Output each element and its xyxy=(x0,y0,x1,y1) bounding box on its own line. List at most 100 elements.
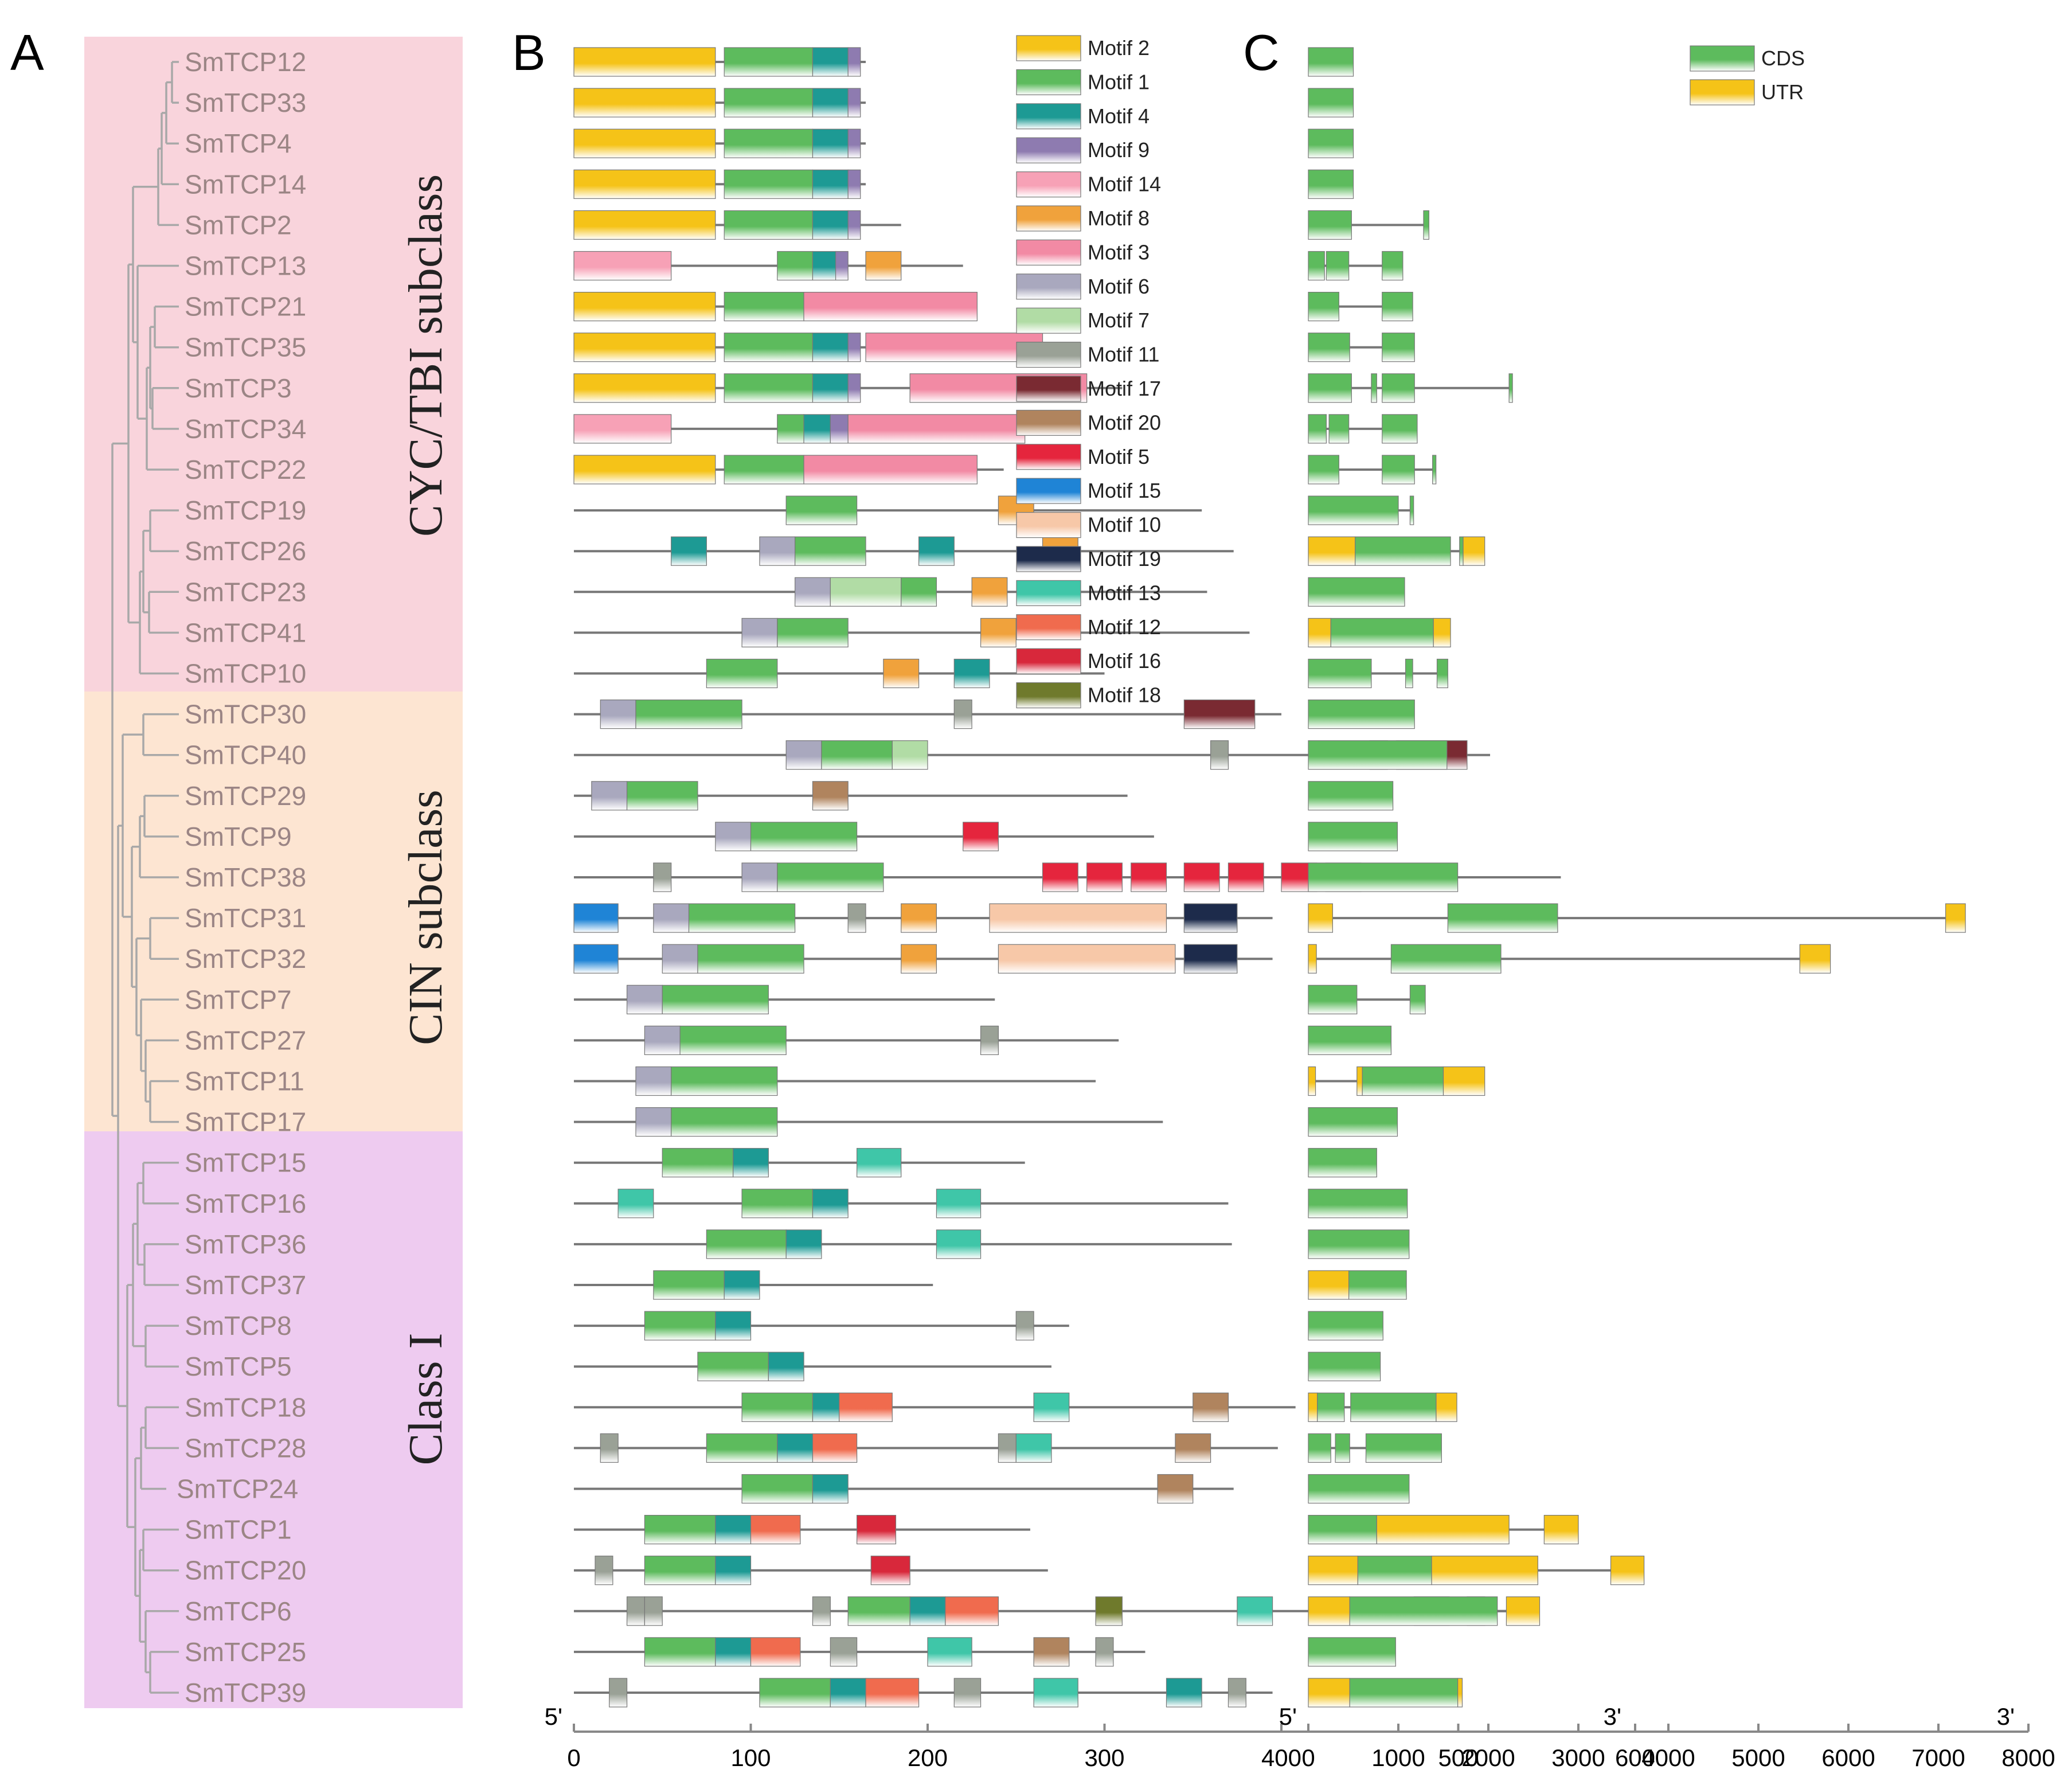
cds-box xyxy=(1348,1270,1407,1300)
motif-box xyxy=(847,169,861,199)
panel-label-c: C xyxy=(1243,24,1280,81)
motif-box xyxy=(812,1392,840,1422)
gene-label: SmTCP40 xyxy=(185,740,306,770)
motif-box xyxy=(839,1392,893,1422)
gene-label: SmTCP1 xyxy=(185,1515,292,1545)
legend-swatch xyxy=(1016,35,1081,61)
motif-panel xyxy=(573,47,1561,1708)
legend-swatch xyxy=(1016,205,1081,232)
motif-box xyxy=(741,1189,814,1218)
utr-box xyxy=(1308,1066,1316,1096)
motif-box xyxy=(830,1678,866,1708)
motif-box xyxy=(812,210,849,240)
utr-box xyxy=(1308,903,1333,933)
utr-box xyxy=(1436,1392,1457,1422)
motif-box xyxy=(715,1556,752,1585)
motif-box xyxy=(847,373,861,403)
legend-label: Motif 16 xyxy=(1088,649,1161,673)
motif-box xyxy=(830,414,849,444)
axis-tick-label: 2000 xyxy=(1461,1744,1515,1771)
motif-box xyxy=(812,333,849,362)
motif-box xyxy=(901,903,937,933)
cds-box xyxy=(1308,862,1459,892)
motif-box xyxy=(936,1189,982,1218)
motif-box xyxy=(998,944,1176,974)
gene-label: SmTCP25 xyxy=(185,1637,306,1667)
motif-box xyxy=(812,1189,849,1218)
legend-label: Motif 10 xyxy=(1088,513,1161,537)
motif-box xyxy=(706,658,778,689)
motif-box xyxy=(573,128,716,158)
gene-label: SmTCP33 xyxy=(185,88,306,118)
motif-box xyxy=(706,1433,778,1463)
gene-label: SmTCP6 xyxy=(185,1596,292,1626)
gene-label: SmTCP26 xyxy=(185,536,306,566)
axis-tick-label: 1000 xyxy=(1371,1744,1425,1771)
motif-box xyxy=(724,1270,760,1300)
cds-box xyxy=(1308,1311,1383,1341)
motif-box xyxy=(980,618,1017,648)
motif-box xyxy=(724,210,814,240)
motif-box xyxy=(591,781,628,811)
motif-box xyxy=(812,1474,849,1504)
motif-box xyxy=(609,1678,628,1708)
motif-box xyxy=(1227,862,1264,892)
motif-box xyxy=(945,1596,999,1626)
legend-swatch xyxy=(1016,239,1081,265)
motif-box xyxy=(1095,1637,1114,1667)
legend-label: Motif 6 xyxy=(1088,275,1150,298)
axis-end-label: 3' xyxy=(1997,1703,2015,1730)
cds-box xyxy=(1317,1392,1345,1422)
legend-label: Motif 9 xyxy=(1088,138,1150,162)
motif-box xyxy=(803,292,978,322)
motif-box xyxy=(1183,862,1220,892)
motif-box xyxy=(812,88,849,118)
axis-tick-label: 500 xyxy=(1438,1744,1478,1771)
motif-box xyxy=(600,1433,619,1463)
cds-box xyxy=(1308,1433,1331,1463)
legend-label: Motif 1 xyxy=(1088,70,1150,93)
motif-box xyxy=(573,210,716,240)
cds-box xyxy=(1382,251,1404,281)
motif-box xyxy=(918,536,955,566)
motif-box xyxy=(644,1596,663,1626)
legend-swatch xyxy=(1016,444,1081,470)
utr-box xyxy=(1457,1678,1463,1708)
gene-label: SmTCP41 xyxy=(185,618,306,647)
legend-label: Motif 4 xyxy=(1088,104,1150,128)
motif-box xyxy=(626,1596,646,1626)
motif-box xyxy=(936,1229,982,1259)
motif-box xyxy=(998,1433,1017,1463)
motif-box xyxy=(847,128,861,158)
gene-name-list: SmTCP12 SmTCP33 SmTCP4 SmTCP14 SmTCP2 SmTCP13… xyxy=(177,47,306,1708)
motif-box xyxy=(870,1556,910,1585)
gene-label: SmTCP24 xyxy=(177,1474,298,1504)
cds-box xyxy=(1308,210,1352,240)
gene-label: SmTCP8 xyxy=(185,1311,292,1341)
motif-box xyxy=(1131,862,1167,892)
cds-box xyxy=(1308,495,1399,525)
legend-swatch xyxy=(1016,478,1081,504)
cds-box xyxy=(1308,373,1352,403)
cds-box xyxy=(1382,455,1415,485)
utr-box xyxy=(1356,1066,1363,1096)
cds-box xyxy=(1349,1678,1459,1708)
utr-box xyxy=(1442,1066,1485,1096)
motif-box xyxy=(909,1596,946,1626)
legend-label: Motif 12 xyxy=(1088,615,1161,639)
motif-box xyxy=(1015,1311,1034,1341)
motif-box xyxy=(901,944,937,974)
gene-label: SmTCP22 xyxy=(185,455,306,485)
gene-label: SmTCP36 xyxy=(185,1229,306,1259)
gene-label: SmTCP7 xyxy=(185,985,292,1014)
cds-box xyxy=(1308,292,1339,322)
legend-swatch xyxy=(1016,171,1081,198)
utr-box xyxy=(1610,1556,1645,1585)
legend-label: Motif 5 xyxy=(1088,445,1150,468)
legend-swatch xyxy=(1016,69,1081,96)
axis-tick-label: 4000 xyxy=(1641,1744,1695,1771)
legend-swatch xyxy=(1016,546,1081,572)
motif-box xyxy=(617,1189,654,1218)
gene-label: SmTCP5 xyxy=(185,1351,292,1381)
legend-swatch xyxy=(1016,614,1081,640)
